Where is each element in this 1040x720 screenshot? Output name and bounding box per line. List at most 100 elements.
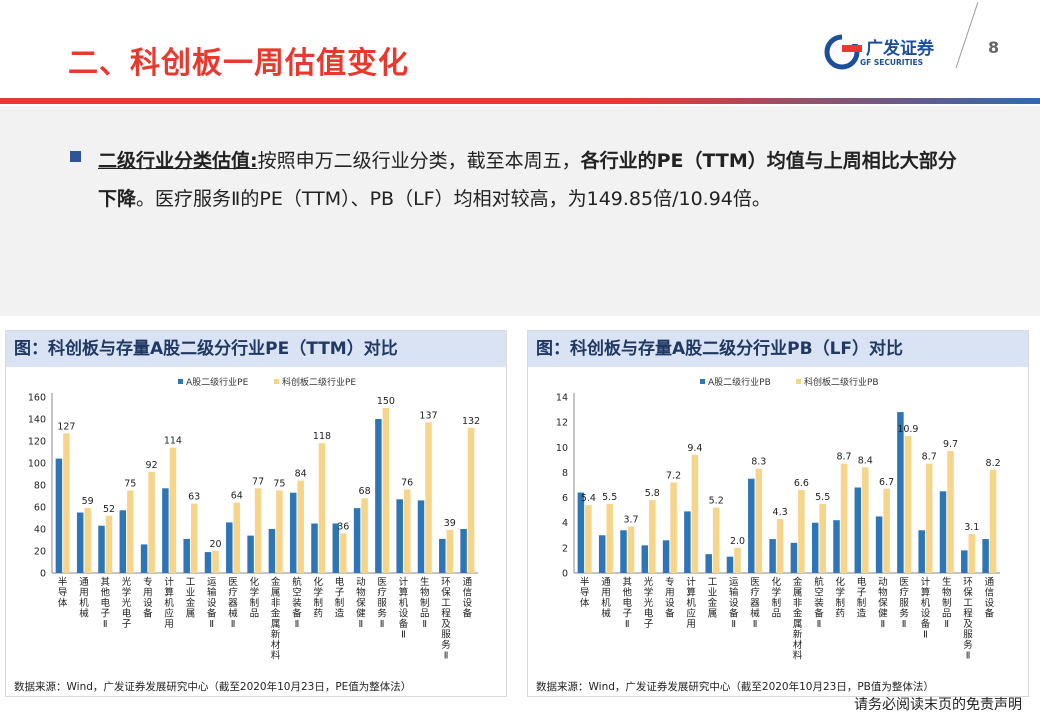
pb-ytick: 0 xyxy=(562,569,568,580)
pb-bar-a-share xyxy=(918,530,925,573)
pe-data-label: 137 xyxy=(419,410,437,421)
pb-category-label: 环保工程及服务 Ⅱ xyxy=(963,577,973,662)
summary-label: 二级行业分类估值: xyxy=(98,150,258,172)
pb-bar-star xyxy=(712,507,720,573)
pe-bar-star xyxy=(254,488,262,573)
pe-chart-source: 数据来源：Wind，广发证券发展研究中心（截至2020年10月23日，PE值为整… xyxy=(14,681,412,693)
gf-logo-icon xyxy=(824,34,862,70)
pe-category-label: 动物保健 Ⅱ xyxy=(356,577,366,630)
pe-category-label: 化学制药 xyxy=(313,576,323,620)
pb-bar-star xyxy=(627,526,635,573)
pb-category-label: 电子制造 xyxy=(857,576,867,620)
pb-data-label: 10.9 xyxy=(897,424,918,435)
pb-chart: A股二级行业PB 科创板二级行业PB 0 2 4 6 8 10 12 14 5.4 半导体 5.5 通用机… xyxy=(556,376,1001,662)
pb-ytick: 14 xyxy=(556,393,568,404)
pb-bar-star xyxy=(585,505,592,573)
pb-category-label: 生物制品 Ⅱ xyxy=(942,576,952,630)
pb-bar-a-share xyxy=(748,478,755,573)
pe-bar-a-share xyxy=(119,510,127,573)
pb-data-label: 4.3 xyxy=(773,507,788,518)
pe-bar-a-share xyxy=(226,522,233,573)
pb-bar-star xyxy=(883,488,890,573)
pe-ytick: 100 xyxy=(28,459,46,470)
summary-text1: 按照申万二级行业分类，截至本周五， xyxy=(257,150,581,172)
pb-data-label: 5.8 xyxy=(645,488,660,499)
pb-bar-star xyxy=(989,469,997,573)
pb-data-label: 5.5 xyxy=(602,492,617,503)
pe-bar-a-share xyxy=(204,552,212,573)
pe-data-label: 75 xyxy=(124,479,136,490)
pe-ytick: 20 xyxy=(34,547,46,558)
pe-bar-a-share xyxy=(140,544,148,573)
pe-ytick: 40 xyxy=(34,525,46,536)
pe-bar-star xyxy=(105,515,113,573)
pe-legend: A股二级行业PE 科创板二级行业PE xyxy=(178,376,356,388)
pe-data-label: 132 xyxy=(462,416,480,427)
pb-bar-a-share xyxy=(982,539,989,573)
pe-bar-star xyxy=(63,433,70,573)
pe-bar-star xyxy=(297,480,304,573)
pb-bar-a-share xyxy=(684,511,691,573)
pb-bar-star xyxy=(968,534,976,573)
pb-legend-swatch-b xyxy=(796,379,801,384)
pb-bar-star xyxy=(649,500,656,573)
pe-category-label: 通用机械 xyxy=(79,577,89,620)
pe-category-label: 航空装备 Ⅱ xyxy=(292,576,302,630)
pe-data-label: 68 xyxy=(359,486,371,497)
pe-ytick: 160 xyxy=(28,393,46,404)
pe-bar-a-share xyxy=(55,458,63,573)
pb-bar-a-share xyxy=(620,530,627,573)
pe-bar-star xyxy=(361,498,368,573)
summary-text2: 。医疗服务Ⅱ的PE（TTM）、PB（LF）均相对较高，为149.85倍/10.9… xyxy=(136,188,771,210)
pb-data-label: 3.1 xyxy=(964,522,979,533)
pb-bar-a-share xyxy=(577,492,585,573)
pb-bar-star xyxy=(755,468,763,573)
pb-data-label: 6.6 xyxy=(794,478,809,489)
pb-chart-title: 图：科创板与存量A股二级分行业PB（LF）对比 xyxy=(528,331,1028,367)
pb-bar-star xyxy=(798,490,805,573)
pb-category-label: 化学制品 xyxy=(772,576,782,620)
pe-category-label: 环保工程及服务 Ⅱ xyxy=(441,577,451,662)
pe-category-label: 工业金属 xyxy=(186,577,196,620)
pb-bar-star xyxy=(947,451,954,573)
pe-bar-star xyxy=(467,427,475,573)
pe-category-label: 专用设备 xyxy=(143,576,153,620)
pb-ytick: 12 xyxy=(556,418,568,429)
pb-category-label: 半导体 xyxy=(580,576,590,609)
pb-bar-star xyxy=(606,503,613,573)
gf-logo: 广发证券 GF SECURITIES xyxy=(824,34,942,74)
pe-bar-star xyxy=(148,471,155,573)
pb-category-label: 医疗服务 Ⅱ xyxy=(899,577,909,630)
pe-category-label: 计算机设备 Ⅱ xyxy=(399,576,409,641)
pe-category-label: 运输设备 Ⅱ xyxy=(207,577,217,630)
pe-bar-a-share xyxy=(460,529,467,573)
pe-bar-star xyxy=(340,533,347,573)
bullet-square-icon xyxy=(70,151,81,162)
pe-data-label: 84 xyxy=(295,469,307,480)
pe-data-label: 20 xyxy=(209,539,221,550)
pb-category-label: 通信设备 xyxy=(985,577,995,620)
pb-data-label: 5.4 xyxy=(581,493,596,504)
divider-slash xyxy=(955,2,979,69)
pe-bar-a-share xyxy=(375,419,382,573)
pe-category-label: 生物制品 Ⅱ xyxy=(420,576,430,630)
pe-category-label: 通信设备 xyxy=(463,577,473,620)
pe-bar-star xyxy=(382,408,390,573)
pe-bar-a-share xyxy=(268,529,276,573)
pb-bar-a-share xyxy=(854,487,862,573)
pe-legend-b: 科创板二级行业PE xyxy=(282,376,356,388)
pb-data-label: 2.0 xyxy=(730,536,745,547)
pe-ytick: 0 xyxy=(40,569,46,580)
pb-bar-star xyxy=(925,463,933,573)
pe-ytick: 80 xyxy=(34,481,46,492)
pe-bar-a-share xyxy=(396,499,403,573)
pb-ytick: 4 xyxy=(562,518,568,529)
pb-chart-source: 数据来源：Wind，广发证券发展研究中心（截至2020年10月23日，PB值为整… xyxy=(536,681,934,693)
logo-en-text: GF SECURITIES xyxy=(860,58,924,67)
pe-category-label: 光学光电子 xyxy=(122,576,132,630)
pe-bar-a-share xyxy=(162,488,169,573)
pe-bar-a-share xyxy=(417,500,425,573)
pe-bar-a-share xyxy=(332,523,340,573)
page-number: 8 xyxy=(988,38,1000,57)
pe-category-label: 医疗器械 Ⅱ xyxy=(228,577,238,630)
